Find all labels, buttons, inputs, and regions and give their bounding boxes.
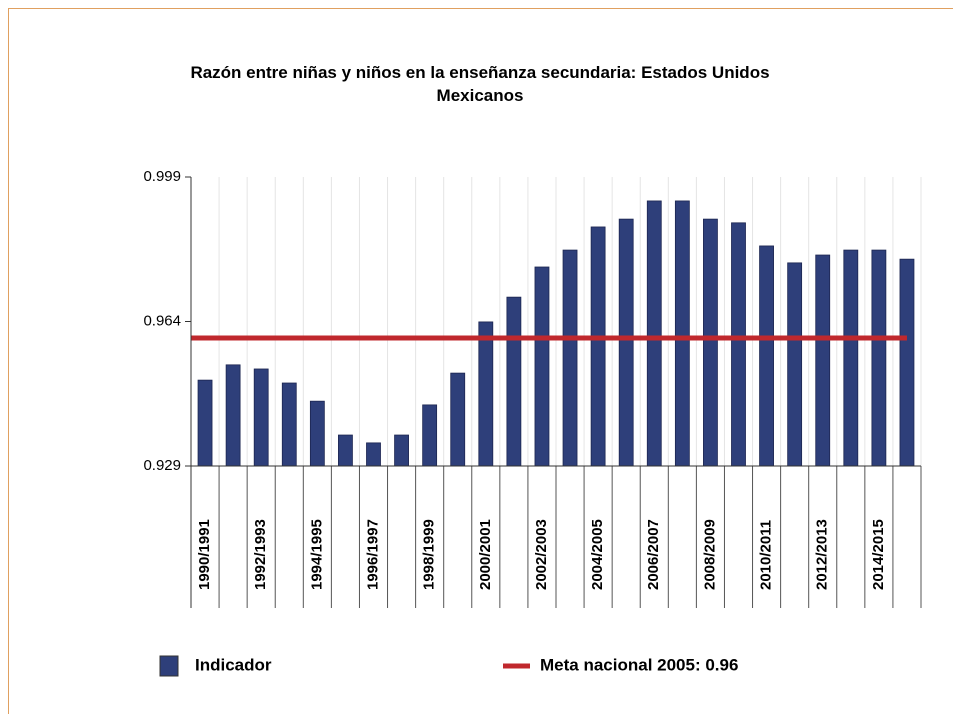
- x-tick-label: 2004/2005: [589, 519, 606, 590]
- bar: [872, 250, 886, 466]
- bar: [591, 227, 605, 466]
- x-tick-label: 2000/2001: [477, 519, 494, 590]
- y-tick-label: 0.929: [143, 457, 181, 474]
- y-tick-label: 0.964: [143, 312, 181, 329]
- x-tick-label: 1998/1999: [421, 519, 438, 590]
- bar: [535, 267, 549, 466]
- legend-swatch: [160, 656, 178, 676]
- bar: [282, 383, 296, 466]
- bar: [507, 297, 521, 466]
- bar: [563, 250, 577, 466]
- x-tick-label: 2014/2015: [870, 519, 887, 590]
- bar: [451, 373, 465, 466]
- bar: [844, 250, 858, 466]
- legend-label: Indicador: [195, 655, 272, 674]
- title-line: Razón entre niñas y niños en la enseñanz…: [190, 63, 769, 82]
- x-tick-label: 2012/2013: [814, 519, 831, 590]
- bar: [423, 405, 437, 466]
- bar: [479, 322, 493, 466]
- bar: [647, 201, 661, 466]
- x-tick-label: 1990/1991: [196, 519, 213, 590]
- bar: [788, 263, 802, 466]
- bar: [367, 443, 381, 466]
- y-tick-label: 0.999: [143, 168, 181, 185]
- bar: [254, 369, 268, 466]
- x-tick-label: 2006/2007: [645, 519, 662, 590]
- bar: [226, 365, 240, 466]
- bar: [816, 255, 830, 466]
- bar: [198, 380, 212, 466]
- title-line: Mexicanos: [437, 86, 524, 105]
- bar: [310, 401, 324, 466]
- x-tick-label: 1994/1995: [308, 519, 325, 590]
- bar: [900, 259, 914, 466]
- bar: [338, 435, 352, 466]
- bar: [619, 219, 633, 466]
- bar: [703, 219, 717, 466]
- bar: [760, 246, 774, 466]
- x-tick-label: 2008/2009: [701, 519, 718, 590]
- bar: [732, 223, 746, 466]
- x-tick-label: 1992/1993: [252, 519, 269, 590]
- x-tick-label: 1996/1997: [364, 519, 381, 590]
- bar: [395, 435, 409, 466]
- legend-label: Meta nacional 2005: 0.96: [540, 655, 738, 674]
- x-tick-label: 2002/2003: [533, 519, 550, 590]
- x-tick-label: 2010/2011: [758, 520, 775, 590]
- bar: [675, 201, 689, 466]
